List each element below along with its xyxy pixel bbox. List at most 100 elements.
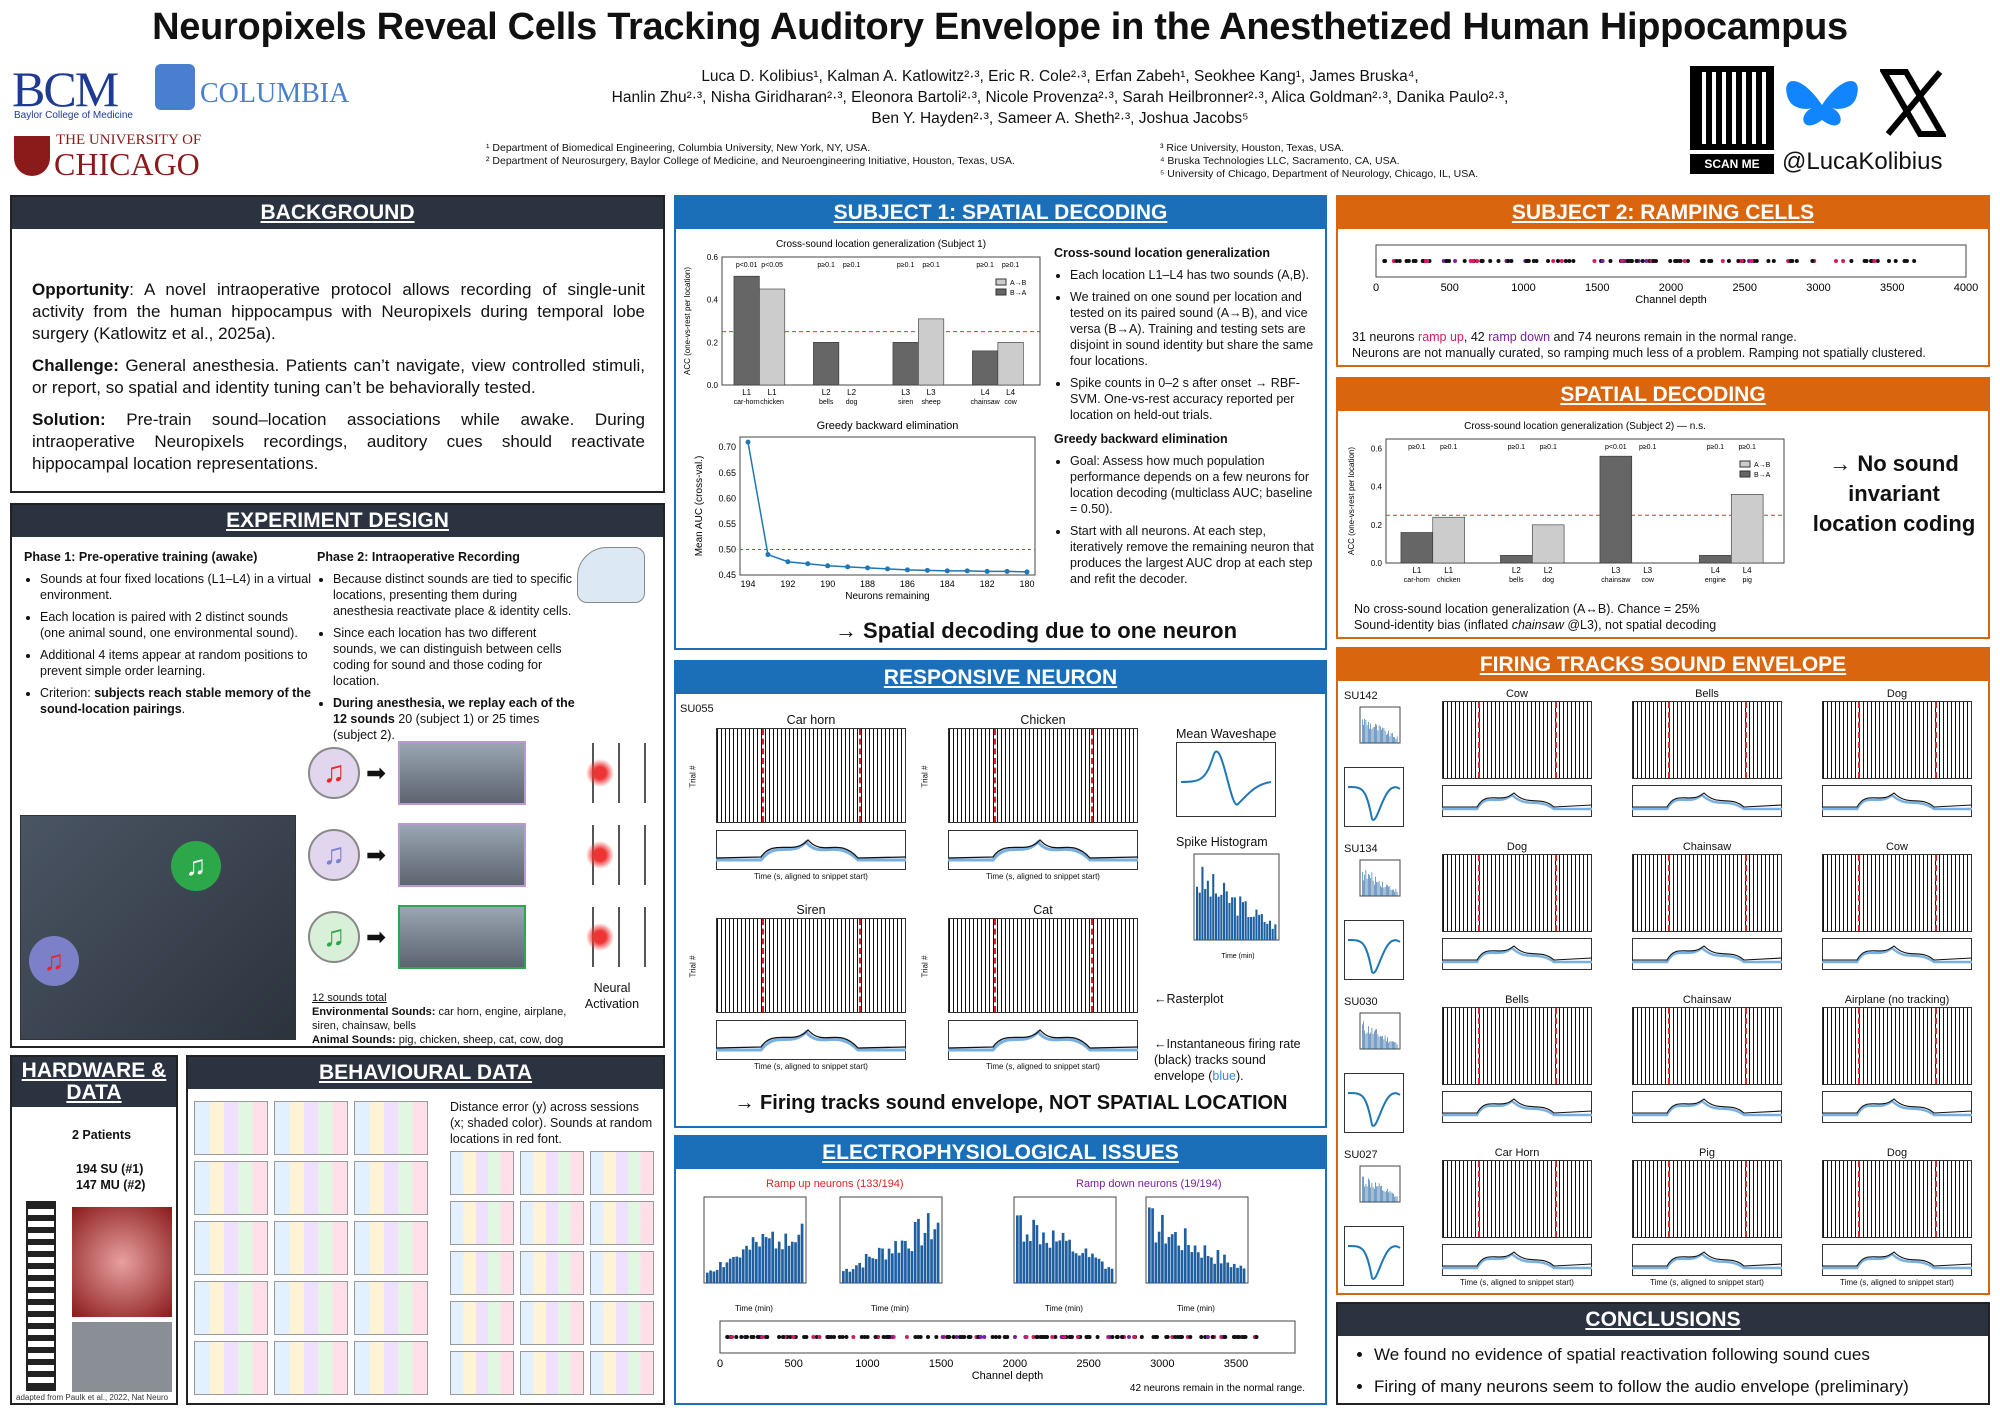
neuron-dot xyxy=(916,1335,921,1339)
neuron-dot xyxy=(1640,259,1645,263)
columbia-crown-icon xyxy=(155,64,195,110)
histogram-bar xyxy=(845,1268,848,1283)
firing-rate-plot xyxy=(1442,938,1592,970)
envelope-panel: FIRING TRACKS SOUND ENVELOPE SU142 Cow Bel… xyxy=(1336,647,1990,1295)
neuron-dot xyxy=(1904,259,1909,263)
neuron-dot xyxy=(945,1335,950,1339)
histogram-bar xyxy=(1193,1245,1197,1283)
twitter-handle[interactable]: @LucaKolibius xyxy=(1782,148,1943,175)
histogram-bar xyxy=(1382,1190,1383,1202)
histogram-bar xyxy=(784,1233,788,1283)
p-value-label: p≥0.1 xyxy=(1707,444,1725,451)
plot-area xyxy=(1344,1073,1404,1133)
author-line-2: Hanlin Zhu²·³, Nisha Giridharan²·³, Eleo… xyxy=(611,89,1509,106)
stimulus-title: Cow xyxy=(1505,688,1528,700)
x-axis-label: Time (min) xyxy=(1045,1304,1083,1313)
sound-label: cow xyxy=(1641,577,1654,584)
histogram-bar xyxy=(1380,726,1381,743)
histogram-bar xyxy=(751,1237,755,1283)
phase2-list: Because distinct sounds are tied to spec… xyxy=(317,571,577,743)
stimulus-title: Dog xyxy=(1506,841,1528,853)
neuron-dot xyxy=(1241,1335,1246,1339)
rasterplot xyxy=(1442,854,1592,932)
category-label: L3 xyxy=(927,388,936,397)
auc-point xyxy=(805,561,811,567)
category-label: L2 xyxy=(1512,566,1521,575)
stimulus-title: Chainsaw xyxy=(1682,994,1732,1006)
qr-code-icon[interactable] xyxy=(1690,66,1774,150)
histogram-bar xyxy=(1219,1263,1223,1283)
rasterplot xyxy=(716,918,906,1013)
histogram-bar xyxy=(851,1269,855,1283)
sound-label: engine xyxy=(1705,577,1726,584)
onset-line xyxy=(1478,855,1480,931)
affil-1: ¹ Department of Biomedical Engineering, … xyxy=(486,142,871,154)
rate-line xyxy=(948,1029,1138,1049)
behaviour-thumbnail xyxy=(520,1251,584,1295)
solution-heading: Solution: xyxy=(32,410,106,429)
neuron-dot xyxy=(1084,1335,1089,1339)
rasterplot xyxy=(1442,1160,1592,1238)
greedy-elimination-chart: Greedy backward elimination 0.45 0.50 0.55 0… xyxy=(694,420,1036,602)
neuron-dot xyxy=(1479,259,1484,263)
p-value-label: p≥0.1 xyxy=(897,262,915,269)
subject1-depth-scatter: 0 500 1000 1500 2000 2500 3000 3500 Channel dept… xyxy=(717,1320,1305,1394)
x-logo-icon[interactable] xyxy=(1880,68,1946,138)
histogram-bar xyxy=(1394,891,1395,896)
histogram-bar xyxy=(1110,1268,1114,1283)
neuron-dot xyxy=(1383,259,1388,263)
p-value-label: p≥0.1 xyxy=(1738,444,1756,451)
unit-label: SU142 xyxy=(1344,690,1378,702)
histogram-bar xyxy=(728,1258,732,1283)
neuron-dot xyxy=(725,1335,730,1339)
surgery-photo xyxy=(72,1207,172,1317)
histogram-bar xyxy=(1252,916,1255,940)
histogram-bar xyxy=(1368,1026,1369,1049)
histogram-bar xyxy=(1372,880,1374,896)
neuron-dot xyxy=(1406,259,1411,263)
neuron-dot xyxy=(1790,259,1795,263)
neuron-dot xyxy=(1050,1335,1055,1339)
histogram-bar xyxy=(1025,1234,1029,1283)
bluesky-butterfly-icon[interactable] xyxy=(1782,70,1862,140)
firing-rate-note: ←Instantaneous firing rate (black) track… xyxy=(1154,1036,1314,1084)
neuron-dot xyxy=(1546,259,1551,263)
neuron-dot xyxy=(1236,1335,1241,1339)
behaviour-thumbnail xyxy=(354,1101,428,1155)
plot-area xyxy=(1344,767,1404,827)
sound-label: chicken xyxy=(1437,577,1461,584)
histogram-bar xyxy=(1035,1225,1039,1283)
firing-rate-plot xyxy=(1632,938,1782,970)
histogram-bar xyxy=(1223,1254,1226,1283)
histogram-bar xyxy=(1366,878,1368,896)
neuron-dot xyxy=(934,1335,939,1339)
subject1-item: Spike counts in 0–2 s after onset → RBF-… xyxy=(1070,375,1319,423)
histogram-bar xyxy=(1369,875,1370,896)
rt1e: and 74 neurons remain in the normal rang… xyxy=(1550,330,1797,344)
stimulus-title: Siren xyxy=(796,903,826,917)
auc-point xyxy=(924,567,930,573)
histogram-bar xyxy=(1396,736,1398,743)
rate-line xyxy=(1442,1251,1592,1267)
offset-line xyxy=(1745,855,1747,931)
histogram-bar xyxy=(797,1234,801,1283)
histogram-bar xyxy=(1384,1035,1386,1049)
sound-label: dog xyxy=(1542,577,1554,584)
histogram-bar xyxy=(1042,1232,1045,1283)
bar xyxy=(918,318,945,386)
behaviour-thumbnail xyxy=(450,1201,514,1245)
behaviour-thumbnail xyxy=(590,1201,654,1245)
firing-rate-plot xyxy=(1822,938,1972,970)
author-list: Luca D. Kolibius¹, Kalman A. Katlowitz²·… xyxy=(560,66,1560,129)
histogram-bar xyxy=(1389,1190,1391,1202)
histogram-bar xyxy=(1387,1189,1388,1202)
histogram-bar xyxy=(1386,734,1387,743)
rate-line xyxy=(1632,792,1782,808)
rate-line xyxy=(716,839,906,859)
histogram-bar xyxy=(1393,1041,1394,1049)
x-tick-label: 2000 xyxy=(1659,282,1683,294)
histogram-bar xyxy=(1371,1183,1373,1202)
x-axis-label: Neurons remaining xyxy=(845,591,930,602)
histogram-bar xyxy=(1390,890,1392,896)
histogram-bar xyxy=(1244,901,1247,940)
